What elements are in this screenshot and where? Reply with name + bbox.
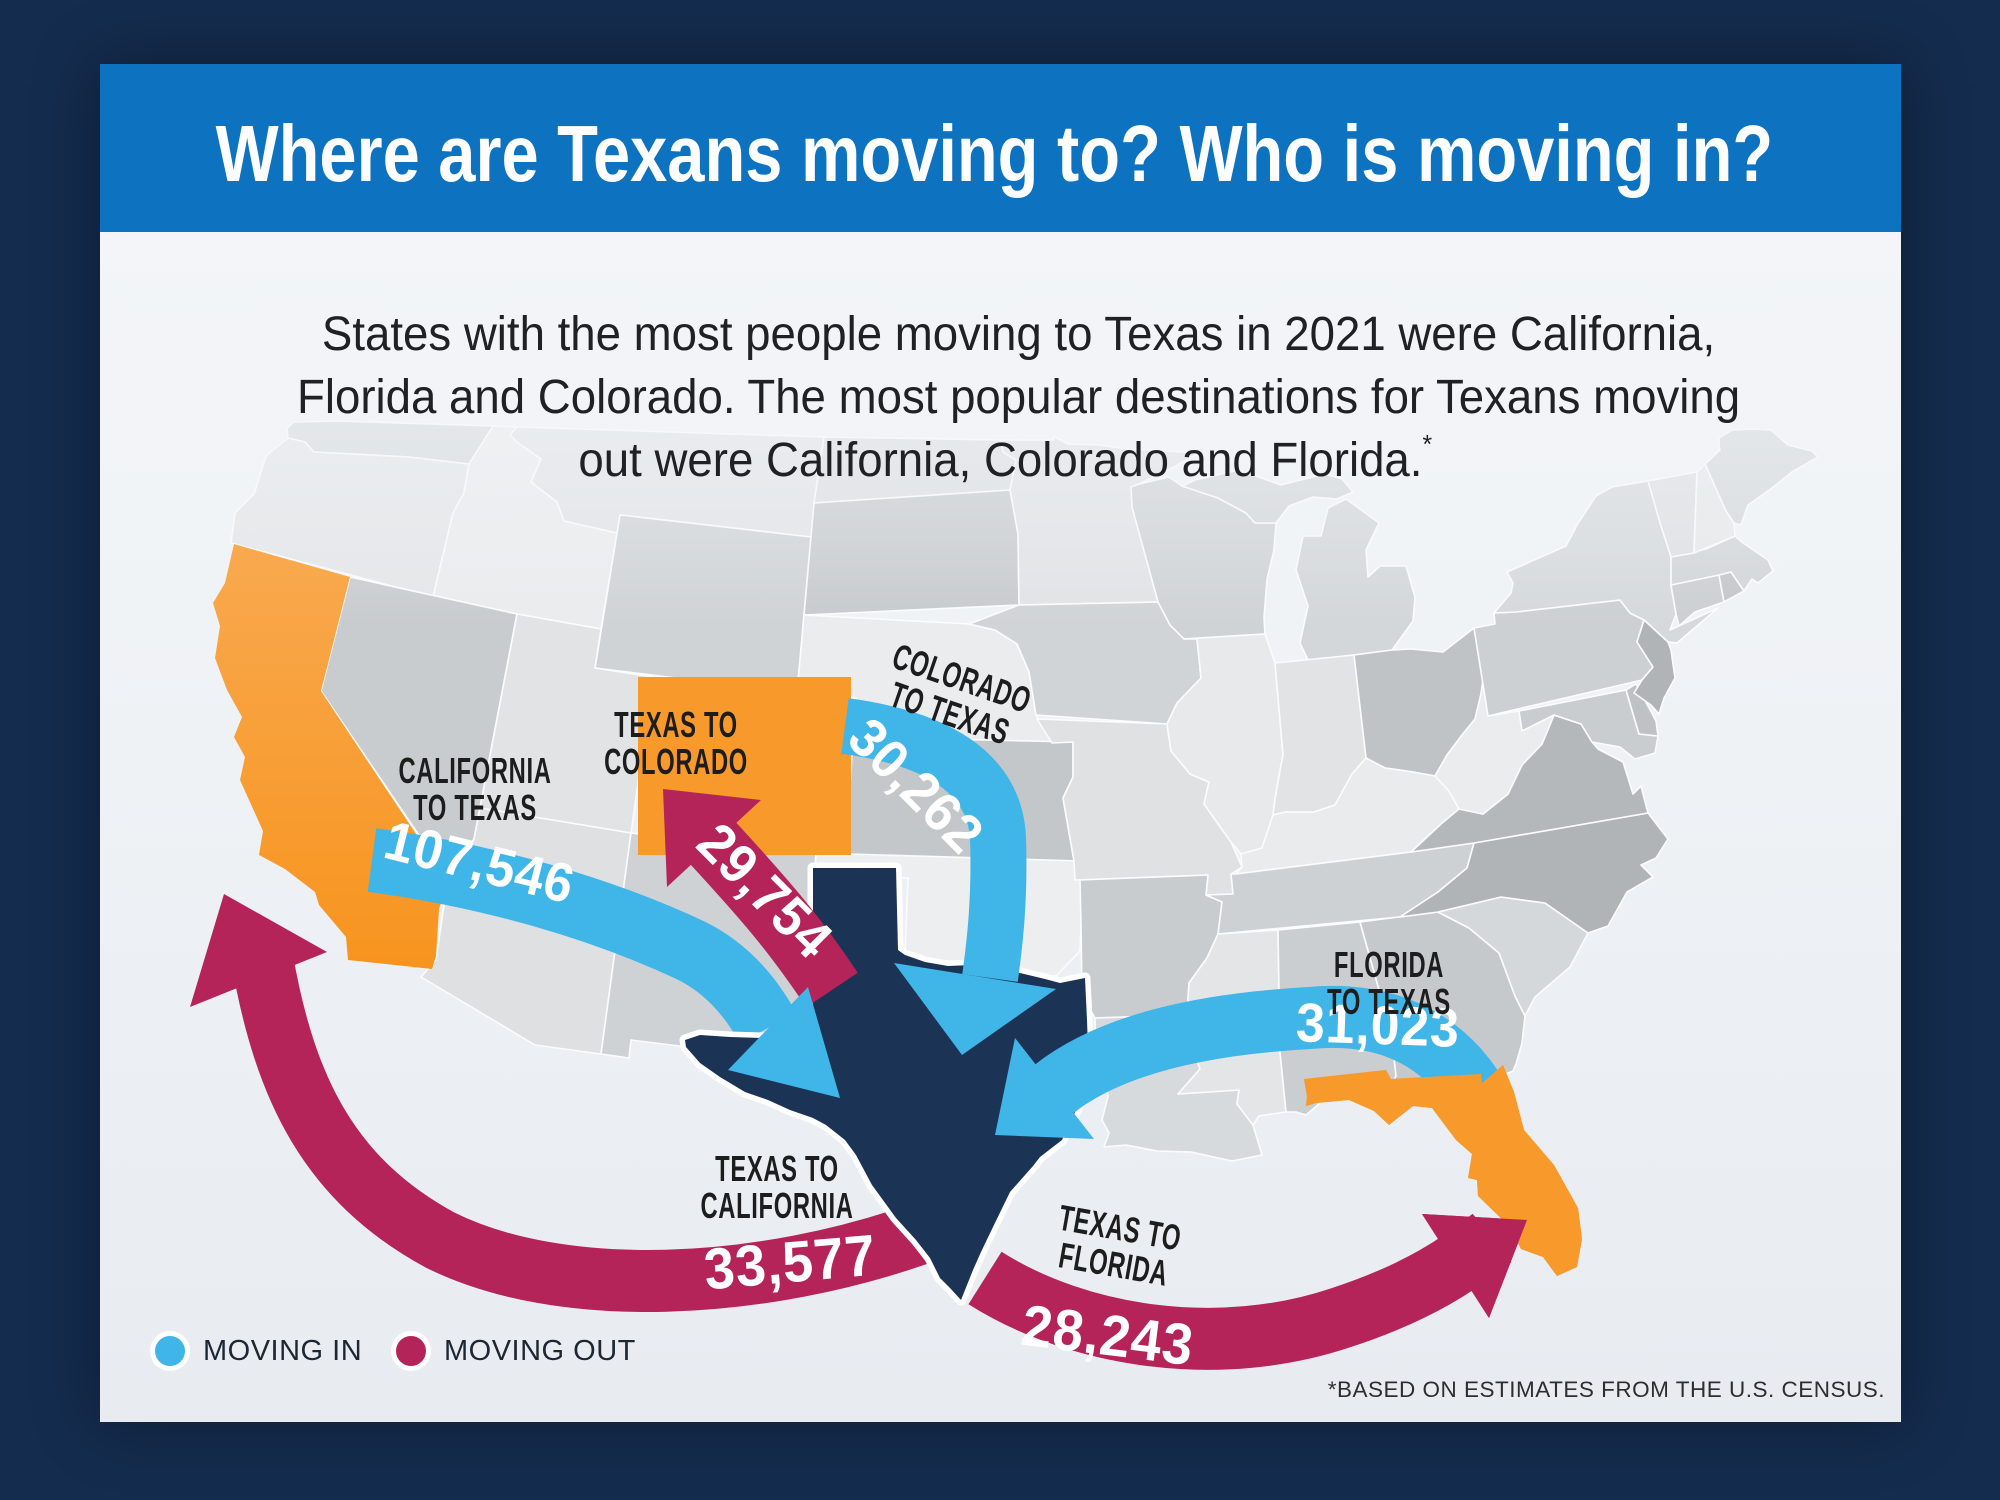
- svg-text:TEXAS TO: TEXAS TO: [715, 1149, 839, 1189]
- svg-text:TO TEXAS: TO TEXAS: [413, 788, 537, 828]
- svg-text:CALIFORNIA: CALIFORNIA: [398, 751, 551, 791]
- svg-text:31,023: 31,023: [1295, 993, 1461, 1059]
- svg-text:COLORADO: COLORADO: [604, 742, 748, 782]
- svg-text:33,577: 33,577: [701, 1222, 878, 1302]
- svg-text:28,243: 28,243: [1018, 1292, 1197, 1377]
- svg-text:TO TEXAS: TO TEXAS: [1327, 982, 1451, 1022]
- svg-text:TEXAS TO: TEXAS TO: [614, 705, 738, 745]
- svg-text:FLORIDA: FLORIDA: [1334, 945, 1444, 985]
- svg-text:CALIFORNIA: CALIFORNIA: [700, 1186, 853, 1226]
